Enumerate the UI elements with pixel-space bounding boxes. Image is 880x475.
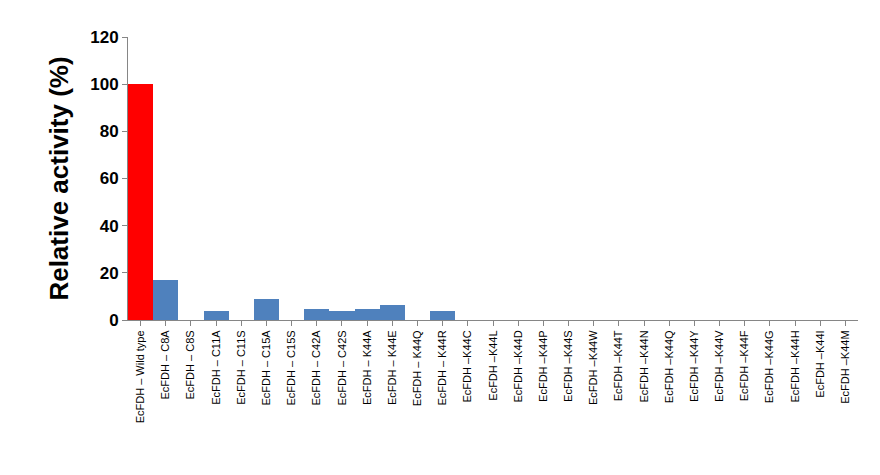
svg-text:EcFDH – K44E: EcFDH – K44E bbox=[386, 330, 398, 405]
svg-text:EcFDH –K44G: EcFDH –K44G bbox=[763, 330, 775, 403]
svg-text:EcFDH –K44V: EcFDH –K44V bbox=[713, 330, 725, 402]
svg-text:120: 120 bbox=[90, 28, 118, 47]
svg-text:EcFDH – C11S: EcFDH – C11S bbox=[235, 330, 247, 404]
svg-text:EcFDH – Wild type: EcFDH – Wild type bbox=[134, 330, 146, 423]
svg-text:EcFDH – K44Q: EcFDH – K44Q bbox=[411, 330, 423, 406]
svg-text:EcFDH –K44C: EcFDH –K44C bbox=[461, 330, 473, 402]
svg-text:EcFDH –K44S: EcFDH –K44S bbox=[562, 330, 574, 402]
svg-text:EcFDH –K44P: EcFDH –K44P bbox=[537, 330, 549, 402]
svg-text:EcFDH – C42A: EcFDH – C42A bbox=[310, 330, 322, 406]
svg-text:EcFDH – K44A: EcFDH – K44A bbox=[361, 330, 373, 405]
svg-text:EcFDH – C15S: EcFDH – C15S bbox=[285, 330, 297, 405]
svg-text:40: 40 bbox=[100, 217, 119, 236]
svg-text:EcFDH –K44H: EcFDH –K44H bbox=[789, 330, 801, 402]
svg-text:EcFDH –K44Y: EcFDH –K44Y bbox=[688, 330, 700, 402]
svg-text:EcFDH – K44R: EcFDH – K44R bbox=[436, 330, 448, 405]
svg-text:EcFDH –K44T: EcFDH –K44T bbox=[612, 330, 624, 401]
svg-text:EcFDH – C11A: EcFDH – C11A bbox=[210, 330, 222, 405]
svg-text:EcFDH – C8S: EcFDH – C8S bbox=[185, 330, 197, 399]
svg-text:EcFDH –K44F: EcFDH –K44F bbox=[738, 330, 750, 401]
svg-text:EcFDH – C8A: EcFDH – C8A bbox=[159, 330, 171, 400]
svg-text:100: 100 bbox=[90, 75, 118, 94]
svg-text:EcFDH –K44W: EcFDH –K44W bbox=[587, 330, 599, 405]
svg-text:EcFDH –K44Q: EcFDH –K44Q bbox=[663, 330, 675, 403]
svg-text:EcFDH –K44I: EcFDH –K44I bbox=[814, 330, 826, 397]
svg-text:20: 20 bbox=[100, 264, 119, 283]
svg-text:EcFDH –K44D: EcFDH –K44D bbox=[512, 330, 524, 402]
svg-text:60: 60 bbox=[100, 169, 119, 188]
svg-text:80: 80 bbox=[100, 122, 119, 141]
svg-text:EcFDH –K44M: EcFDH –K44M bbox=[839, 330, 851, 403]
svg-text:Relative activity (%): Relative activity (%) bbox=[44, 56, 74, 300]
svg-text:0: 0 bbox=[109, 311, 118, 330]
svg-text:EcFDH –K44N: EcFDH –K44N bbox=[638, 330, 650, 402]
svg-text:EcFDH – C15A: EcFDH – C15A bbox=[260, 330, 272, 406]
svg-text:EcFDH –K44L: EcFDH –K44L bbox=[487, 330, 499, 400]
svg-text:EcFDH – C42S: EcFDH – C42S bbox=[336, 330, 348, 405]
